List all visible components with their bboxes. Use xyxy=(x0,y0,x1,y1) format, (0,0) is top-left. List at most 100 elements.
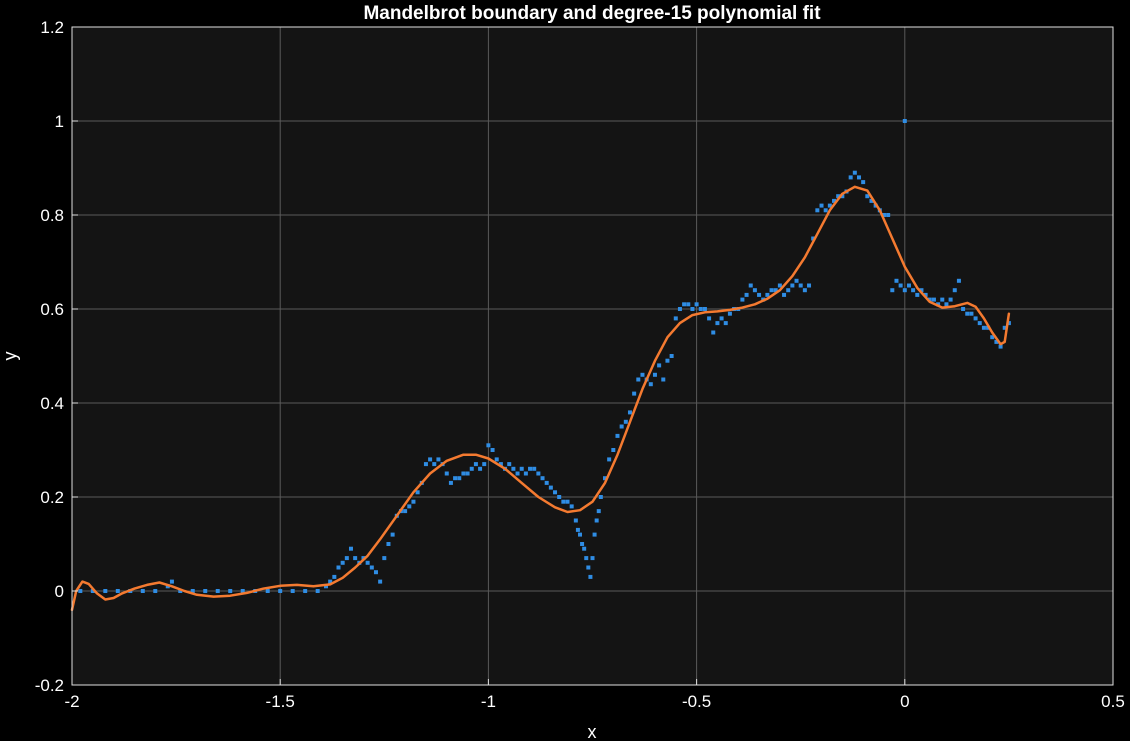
scatter-point xyxy=(619,424,624,429)
scatter-point xyxy=(515,471,520,476)
scatter-point xyxy=(602,476,607,481)
scatter-point xyxy=(627,410,632,415)
scatter-point xyxy=(215,589,220,593)
scatter-point xyxy=(228,589,233,593)
scatter-point xyxy=(615,433,620,438)
scatter-point xyxy=(769,288,774,293)
scatter-point xyxy=(977,321,982,326)
scatter-point xyxy=(411,499,416,504)
scatter-point xyxy=(432,462,437,467)
scatter-point xyxy=(153,589,158,593)
scatter-point xyxy=(448,480,453,485)
scatter-point xyxy=(332,574,337,579)
scatter-point xyxy=(315,589,320,593)
scatter-point xyxy=(348,546,353,551)
scatter-point xyxy=(707,316,712,321)
scatter-point xyxy=(1006,321,1011,326)
scatter-point xyxy=(78,589,83,593)
scatter-point xyxy=(598,495,603,499)
scatter-point xyxy=(511,466,516,471)
scatter-point xyxy=(636,377,641,382)
scatter-point xyxy=(719,316,724,321)
scatter-point xyxy=(203,589,208,593)
scatter-point xyxy=(657,363,662,368)
scatter-point xyxy=(898,283,903,288)
scatter-point xyxy=(652,372,657,377)
scatter-point xyxy=(390,532,395,537)
scatter-point xyxy=(944,302,949,307)
scatter-point xyxy=(648,382,653,387)
scatter-point xyxy=(365,560,370,565)
scatter-point xyxy=(1002,325,1007,330)
scatter-point xyxy=(965,311,970,316)
scatter-point xyxy=(686,302,691,307)
scatter-point xyxy=(240,589,245,593)
scatter-point xyxy=(744,292,749,297)
scatter-point xyxy=(115,589,120,593)
scatter-point xyxy=(582,546,587,551)
scatter-point xyxy=(802,288,807,293)
scatter-point xyxy=(881,213,886,217)
scatter-point xyxy=(498,462,503,467)
scatter-point xyxy=(536,471,541,476)
scatter-point xyxy=(665,358,670,363)
y-tick-label: -0.2 xyxy=(35,676,64,695)
scatter-point xyxy=(324,584,329,589)
scatter-point xyxy=(586,565,591,570)
scatter-point xyxy=(956,278,961,283)
scatter-point xyxy=(382,556,387,561)
scatter-point xyxy=(594,518,599,523)
scatter-point xyxy=(265,589,270,593)
scatter-point xyxy=(765,292,770,297)
scatter-point xyxy=(794,278,799,283)
scatter-point xyxy=(915,292,920,297)
scatter-point xyxy=(961,307,966,311)
y-axis-ticks: -0.2 0 0.2 0.4 0.6 0.8 1 1.2 xyxy=(35,18,78,695)
scatter-point xyxy=(998,344,1003,349)
scatter-point xyxy=(856,175,861,180)
scatter-point xyxy=(911,288,916,293)
scatter-point xyxy=(532,466,537,471)
fit-line xyxy=(70,185,1011,612)
scatter-point xyxy=(140,589,145,593)
scatter-point xyxy=(852,170,857,175)
scatter-point xyxy=(773,288,778,293)
scatter-point xyxy=(436,457,441,462)
scatter-point xyxy=(465,471,470,476)
scatter-point xyxy=(990,335,995,340)
scatter-point xyxy=(482,462,487,467)
scatter-point xyxy=(596,509,601,514)
scatter-point xyxy=(478,466,483,471)
scatter-point xyxy=(969,311,974,316)
x-tick-label: -1 xyxy=(481,692,496,711)
scatter-point xyxy=(723,321,728,326)
y-tick-label: 0 xyxy=(55,582,64,601)
scatter-point xyxy=(544,480,549,485)
scatter-point xyxy=(994,339,999,344)
scatter-point xyxy=(702,307,707,311)
scatter-point xyxy=(890,288,895,293)
scatter-point xyxy=(848,175,853,180)
scatter-point xyxy=(902,119,907,123)
scatter-point xyxy=(578,532,583,537)
scatter-point xyxy=(836,194,841,199)
scatter-point xyxy=(169,579,174,584)
x-tick-label: 0 xyxy=(900,692,909,711)
scatter-point xyxy=(832,198,837,203)
scatter-point xyxy=(494,457,499,462)
plot-area xyxy=(72,27,1113,685)
scatter-point xyxy=(940,297,945,302)
scatter-point xyxy=(548,485,553,490)
scatter-point xyxy=(740,297,745,302)
scatter-point xyxy=(344,556,349,561)
scatter-point xyxy=(661,377,666,382)
scatter-point xyxy=(752,288,757,293)
scatter-point xyxy=(819,203,824,208)
chart-title: Mandelbrot boundary and degree-15 polyno… xyxy=(363,3,821,24)
scatter-point xyxy=(565,499,570,504)
scatter-point xyxy=(931,297,936,302)
scatter-point xyxy=(823,208,828,213)
scatter-point xyxy=(677,307,682,311)
scatter-point xyxy=(927,297,932,302)
scatter-point xyxy=(607,457,612,462)
